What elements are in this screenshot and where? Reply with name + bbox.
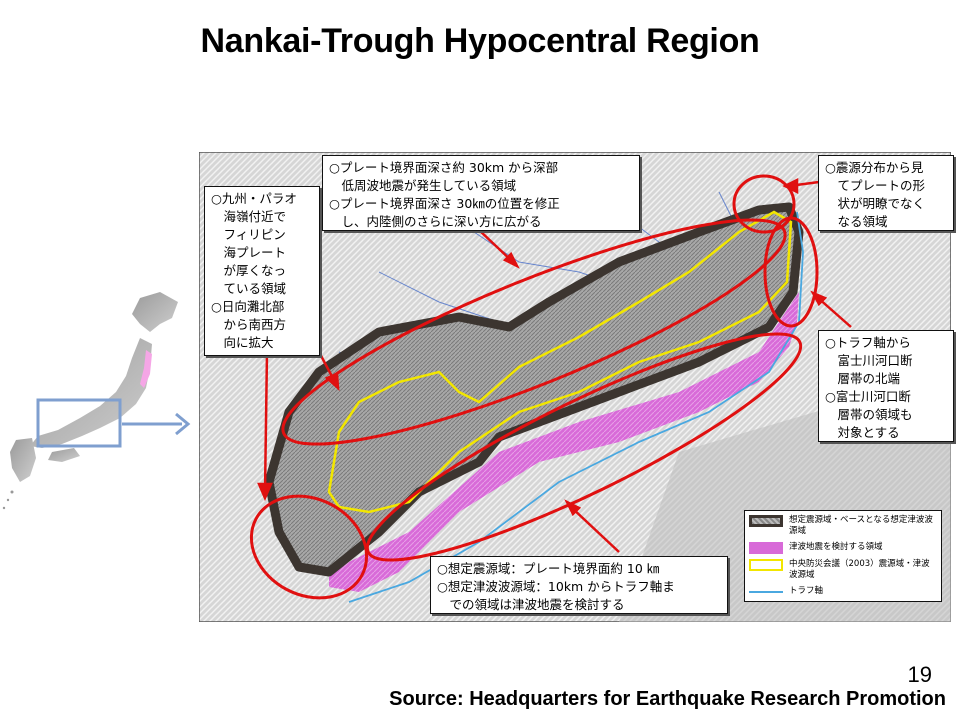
red-arrows: [257, 177, 852, 553]
red-ellipse-fuji-north: [732, 174, 796, 234]
red-ellipse-hyuganada: [249, 494, 369, 600]
legend-item-assumed: 想定震源域・ベースとなる想定津波波源域: [749, 515, 937, 537]
kyushu-shape: [10, 438, 36, 482]
legend-swatch-trough: [749, 591, 783, 593]
legend-item-cdmc: 中央防災会議（2003）震源域・津波波源域: [749, 559, 937, 581]
legend-item-tsunami: 津波地震を検討する領域: [749, 542, 937, 554]
legend-swatch-cdmc: [749, 559, 783, 571]
source-credit: Source: Headquarters for Earthquake Rese…: [389, 688, 946, 710]
map-legend: 想定震源域・ベースとなる想定津波波源域 津波地震を検討する領域 中央防災会議（2…: [744, 510, 942, 602]
red-ellipse-fujikawa: [763, 216, 819, 328]
region-selection-box: [36, 398, 122, 448]
legend-swatch-tsunami: [749, 542, 783, 554]
japan-inset-map: [2, 292, 191, 510]
tsunami-earthquake-region: [329, 292, 799, 592]
page-title: Nankai-Trough Hypocentral Region: [200, 22, 760, 60]
page-number: 19: [907, 662, 932, 687]
red-ellipse-shallow: [365, 332, 803, 562]
legend-swatch-assumed: [749, 515, 783, 527]
red-ellipse-deep: [281, 218, 787, 446]
legend-item-trough: トラフ軸: [749, 586, 937, 597]
shikoku-shape: [48, 448, 80, 462]
callout-plate-shape: ○震源分布から見 てプレートの形 状が明瞭でなく なる領域: [818, 155, 954, 231]
callout-kyushu-palau: ○九州・パラオ 海嶺付近で フィリピン 海プレート が厚くなっ ている領域 ○日…: [204, 186, 320, 356]
callout-fujikawa-fault: ○トラフ軸から 富士川河口断 層帯の北端 ○富士川河口断 層帯の領域も 対象とす…: [818, 330, 954, 442]
callout-deep-region: ○プレート境界面深さ約 30km から深部 低周波地震が発生している領域 ○プレ…: [322, 155, 640, 231]
tohoku-highlight: [140, 350, 152, 388]
cdmc-2003-region: [327, 210, 793, 514]
hokkaido-shape: [132, 292, 178, 332]
honshu-shape: [30, 338, 152, 448]
callout-assumed-source: ○想定震源域：プレート境界面約 10 ㎞ ○想定津波波源域：10km からトラフ…: [430, 556, 728, 614]
